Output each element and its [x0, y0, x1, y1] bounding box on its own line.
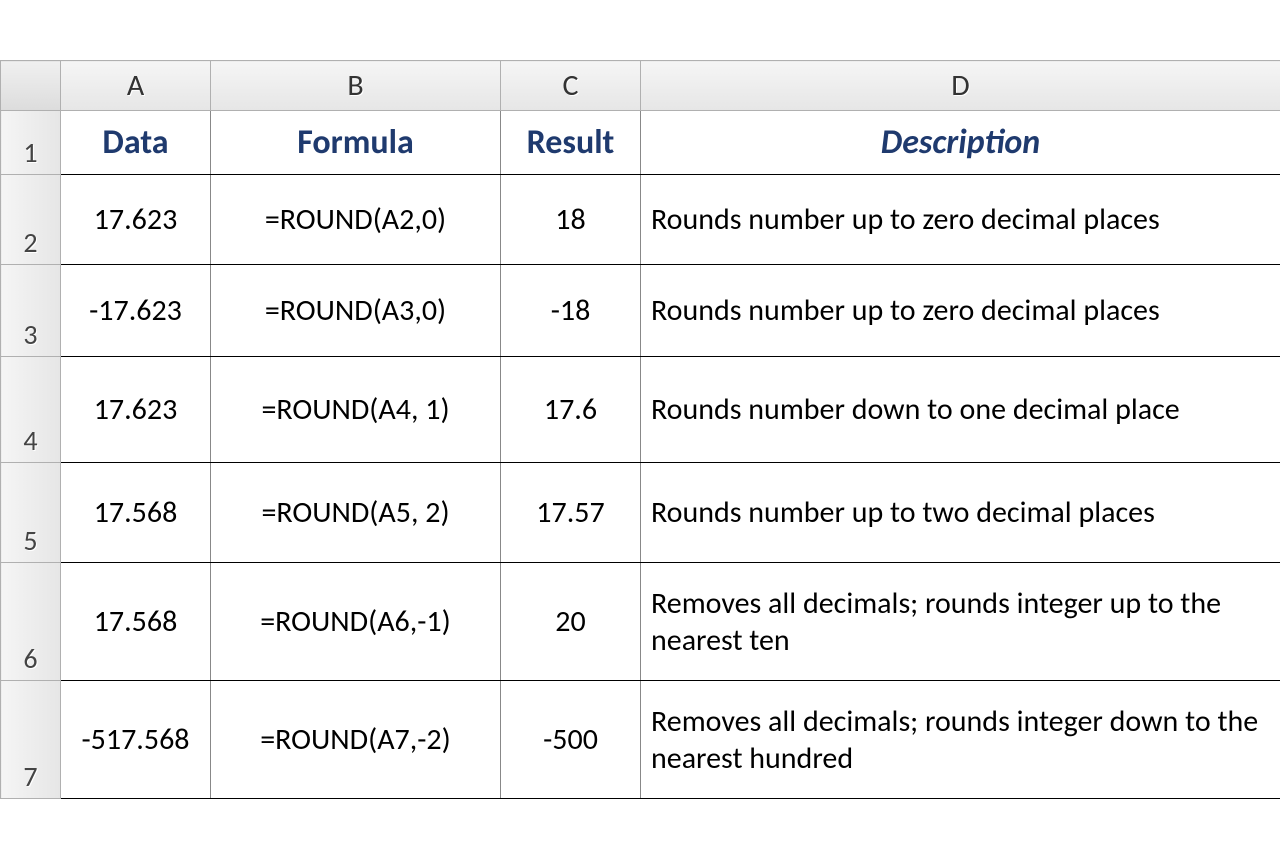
- cell-D3[interactable]: Rounds number up to zero decimal places: [641, 265, 1280, 357]
- cell-A3[interactable]: -17.623: [61, 265, 211, 357]
- cell-D2[interactable]: Rounds number up to zero decimal places: [641, 175, 1280, 265]
- column-header-row: A B C D: [1, 61, 1280, 111]
- cell-D7[interactable]: Removes all decimals; rounds integer dow…: [641, 681, 1280, 799]
- row-header-7[interactable]: 7: [1, 681, 61, 799]
- cell-B6[interactable]: =ROUND(A6,-1): [211, 563, 501, 681]
- cell-C6[interactable]: 20: [501, 563, 641, 681]
- cell-C5[interactable]: 17.57: [501, 463, 641, 563]
- table-row: 1 Data Formula Result Description: [1, 111, 1280, 175]
- cell-D1[interactable]: Description: [641, 111, 1280, 175]
- row-header-4[interactable]: 4: [1, 357, 61, 463]
- cell-A2[interactable]: 17.623: [61, 175, 211, 265]
- cell-A4[interactable]: 17.623: [61, 357, 211, 463]
- select-all-corner[interactable]: [1, 61, 61, 111]
- table-row: 4 17.623 =ROUND(A4, 1) 17.6 Rounds numbe…: [1, 357, 1280, 463]
- cell-A6[interactable]: 17.568: [61, 563, 211, 681]
- spreadsheet: A B C D 1 Data Formula Result Descriptio…: [0, 60, 1280, 799]
- row-header-2[interactable]: 2: [1, 175, 61, 265]
- cell-D4[interactable]: Rounds number down to one decimal place: [641, 357, 1280, 463]
- table-row: 2 17.623 =ROUND(A2,0) 18 Rounds number u…: [1, 175, 1280, 265]
- cell-A5[interactable]: 17.568: [61, 463, 211, 563]
- row-header-1[interactable]: 1: [1, 111, 61, 175]
- column-header-A[interactable]: A: [61, 61, 211, 111]
- column-header-C[interactable]: C: [501, 61, 641, 111]
- table-row: 6 17.568 =ROUND(A6,-1) 20 Removes all de…: [1, 563, 1280, 681]
- column-header-B[interactable]: B: [211, 61, 501, 111]
- cell-C7[interactable]: -500: [501, 681, 641, 799]
- table-row: 7 -517.568 =ROUND(A7,-2) -500 Removes al…: [1, 681, 1280, 799]
- spreadsheet-grid[interactable]: A B C D 1 Data Formula Result Descriptio…: [0, 60, 1280, 799]
- cell-B1[interactable]: Formula: [211, 111, 501, 175]
- cell-B7[interactable]: =ROUND(A7,-2): [211, 681, 501, 799]
- cell-C4[interactable]: 17.6: [501, 357, 641, 463]
- cell-B4[interactable]: =ROUND(A4, 1): [211, 357, 501, 463]
- column-header-D[interactable]: D: [641, 61, 1280, 111]
- row-header-6[interactable]: 6: [1, 563, 61, 681]
- cell-D6[interactable]: Removes all decimals; rounds integer up …: [641, 563, 1280, 681]
- cell-D5[interactable]: Rounds number up to two decimal places: [641, 463, 1280, 563]
- cell-B2[interactable]: =ROUND(A2,0): [211, 175, 501, 265]
- cell-C2[interactable]: 18: [501, 175, 641, 265]
- cell-C1[interactable]: Result: [501, 111, 641, 175]
- row-header-3[interactable]: 3: [1, 265, 61, 357]
- cell-B5[interactable]: =ROUND(A5, 2): [211, 463, 501, 563]
- table-row: 5 17.568 =ROUND(A5, 2) 17.57 Rounds numb…: [1, 463, 1280, 563]
- cell-A1[interactable]: Data: [61, 111, 211, 175]
- row-header-5[interactable]: 5: [1, 463, 61, 563]
- table-row: 3 -17.623 =ROUND(A3,0) -18 Rounds number…: [1, 265, 1280, 357]
- cell-B3[interactable]: =ROUND(A3,0): [211, 265, 501, 357]
- cell-C3[interactable]: -18: [501, 265, 641, 357]
- cell-A7[interactable]: -517.568: [61, 681, 211, 799]
